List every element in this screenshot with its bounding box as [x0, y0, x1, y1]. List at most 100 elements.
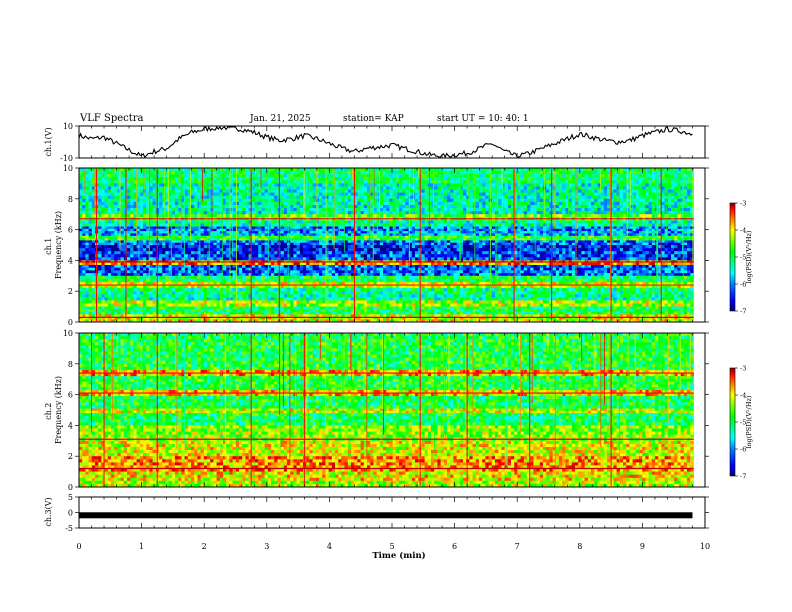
- spectrogram-cell: [232, 214, 237, 218]
- spectrogram-cell: [690, 192, 694, 197]
- spectrogram-cell: [536, 198, 541, 203]
- spectrogram-cell: [479, 235, 483, 239]
- spectrogram-cell: [328, 189, 333, 194]
- spectrogram-cell: [392, 231, 397, 234]
- spectrogram-cell: [130, 226, 134, 230]
- spectrogram-cell: [648, 238, 653, 241]
- spectrogram-cell: [674, 192, 678, 197]
- spectrogram-cell: [450, 198, 454, 203]
- spectrogram-cell: [88, 198, 93, 203]
- spectrogram-cell: [629, 233, 633, 237]
- spectrogram-cell: [223, 228, 227, 232]
- spectrogram-cell: [127, 205, 131, 209]
- spectrogram-cell: [367, 180, 371, 184]
- spectrogram-cell: [671, 238, 675, 241]
- spectrogram-cell: [587, 238, 592, 241]
- spectrogram-cell: [475, 220, 480, 224]
- spectrogram-cell: [239, 186, 243, 190]
- spectrogram-cell: [651, 228, 656, 232]
- spectrogram-cell: [632, 223, 637, 227]
- spectrogram-cell: [447, 174, 451, 178]
- spectrogram-cell: [130, 208, 134, 212]
- spectrogram-cell: [226, 226, 230, 230]
- spectrogram-cell: [639, 168, 643, 172]
- spectrogram-cell: [610, 208, 614, 212]
- spectrogram-cell: [168, 168, 173, 172]
- spectrogram-cell: [517, 211, 521, 215]
- spectrogram-cell: [539, 168, 544, 172]
- spectrogram-cell: [434, 208, 438, 212]
- spectrogram-cell: [165, 228, 169, 232]
- spectrogram-cell: [619, 228, 624, 232]
- spectrogram-cell: [360, 211, 365, 215]
- spectrogram-cell: [184, 208, 189, 212]
- spectrogram-cell: [658, 228, 662, 232]
- spectrogram-cell: [597, 171, 601, 175]
- spectrogram-cell: [648, 231, 653, 234]
- spectrogram-cell: [431, 214, 435, 218]
- spectrogram-cell: [267, 235, 272, 239]
- spectrogram-cell: [687, 168, 691, 172]
- spectrogram-cell: [475, 171, 480, 175]
- spectrogram-cell: [280, 198, 285, 203]
- spectrogram-cell: [626, 208, 630, 212]
- spectrogram-cell: [373, 220, 377, 224]
- spectrogram-cell: [194, 183, 198, 187]
- spectrogram-cell: [466, 180, 470, 184]
- spectrogram-cell: [357, 180, 361, 184]
- spectrogram-cell: [466, 174, 470, 178]
- spectrogram-cell: [482, 233, 486, 237]
- spectrogram-cell: [101, 195, 105, 200]
- spectrogram-cell: [459, 174, 464, 178]
- spectrogram-cell: [466, 214, 470, 218]
- spectrogram-cell: [597, 198, 601, 203]
- spectrogram-cell: [235, 233, 240, 237]
- spectrogram-cell: [127, 183, 131, 187]
- spectrogram-cell: [399, 228, 403, 232]
- spectrogram-cell: [213, 205, 217, 209]
- spectrogram-cell: [168, 233, 173, 237]
- spectrogram-cell: [341, 208, 345, 212]
- spectrogram-cell: [114, 223, 118, 227]
- spectrogram-cell: [280, 238, 285, 241]
- spectrogram-cell: [514, 189, 518, 194]
- spectrogram-cell: [127, 180, 131, 184]
- spectrogram-cell: [523, 195, 528, 200]
- spectrogram-cell: [536, 180, 541, 184]
- spectrogram-cell: [303, 195, 307, 200]
- spectrogram-cell: [527, 192, 531, 197]
- spectrogram-cell: [584, 189, 589, 194]
- spectrogram-cell: [453, 238, 457, 241]
- spectrogram-cell: [475, 168, 480, 172]
- spectrogram-cell: [610, 228, 614, 232]
- spectrogram-cell: [344, 226, 349, 230]
- spectrogram-cell: [482, 223, 486, 227]
- spectrogram-cell: [431, 171, 435, 175]
- spectrogram-cell: [642, 180, 646, 184]
- spectrogram-cell: [296, 201, 301, 206]
- spectrogram-cell: [399, 226, 403, 230]
- spectrogram-cell: [357, 183, 361, 187]
- spectrogram-cell: [117, 235, 121, 239]
- spectrogram-cell: [370, 231, 374, 234]
- spectrogram-cell: [130, 231, 134, 234]
- spectrogram-cell: [392, 183, 397, 187]
- spectrogram-cell: [130, 171, 134, 175]
- spectrogram-cell: [245, 211, 249, 215]
- spectrogram-cell: [431, 201, 435, 206]
- spectrogram-cell: [232, 238, 237, 241]
- spectrogram-cell: [283, 189, 288, 194]
- spectrogram-cell: [443, 211, 448, 215]
- spectrogram-cell: [597, 233, 601, 237]
- spectrogram-cell: [181, 214, 185, 218]
- spectrogram-cell: [341, 205, 345, 209]
- spectrogram-cell: [504, 220, 509, 224]
- spectrogram-cell: [456, 174, 461, 178]
- spectrogram-cell: [200, 211, 205, 215]
- spectrogram-cell: [325, 235, 329, 239]
- spectrogram-cell: [571, 183, 576, 187]
- spectrogram-cell: [159, 208, 163, 212]
- spectrogram-cell: [306, 195, 310, 200]
- spectrogram-cell: [687, 220, 691, 224]
